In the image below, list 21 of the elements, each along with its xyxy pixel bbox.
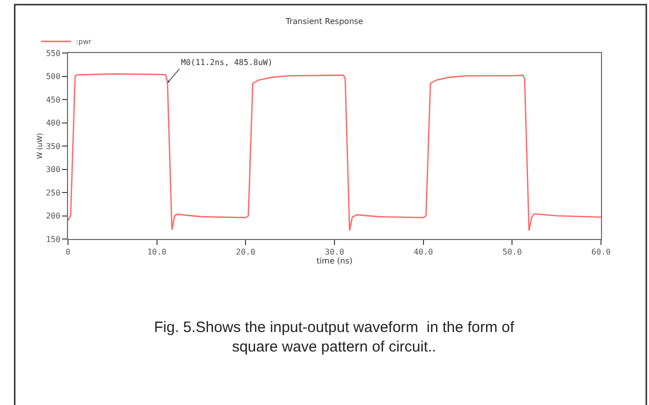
annotation: M0(11.2ns, 485.8uW) — [181, 58, 273, 67]
y-tick-label: 350 — [46, 142, 61, 151]
x-tick-label: 60.0 — [591, 248, 611, 257]
x-tick-label: 10.0 — [147, 248, 167, 257]
x-tick-label: 0 — [66, 248, 71, 257]
y-tick-label: 400 — [46, 118, 61, 128]
y-tick-label: 200 — [46, 212, 61, 221]
y-tick-label: 450 — [46, 95, 61, 104]
x-tick-label: 30.0 — [324, 248, 344, 257]
caption: Fig. 5.Shows the input-output waveform in the form of square wave pattern of circuit.. — [154, 319, 516, 356]
y-tick-label: 150 — [46, 234, 61, 244]
x-axis-title: time (ns) — [316, 256, 353, 266]
y-tick-label: 300 — [46, 165, 61, 174]
y-tick-label: 500 — [46, 72, 61, 82]
x-tick-label: 20.0 — [236, 248, 256, 257]
x-tick-label: 40.0 — [414, 248, 434, 257]
y-tick-label: 550 — [46, 48, 61, 58]
y-tick-label: 250 — [46, 188, 61, 198]
line-series — [68, 73, 601, 232]
chart-title: Transient Response — [284, 16, 364, 26]
x-tick-label: 50.0 — [502, 248, 522, 257]
